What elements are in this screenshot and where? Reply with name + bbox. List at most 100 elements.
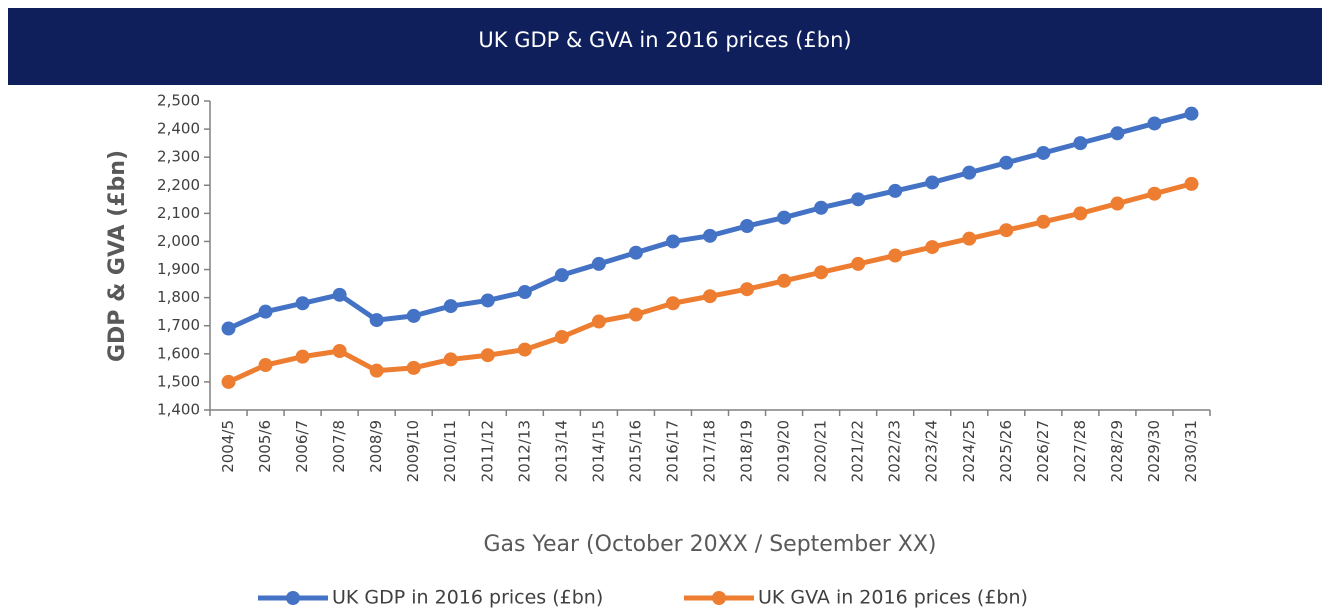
x-tick-label: 2013/14: [552, 420, 570, 482]
y-tick-label: 1,700: [157, 316, 200, 334]
x-tick-label: 2027/28: [1071, 420, 1089, 482]
chart-title: UK GDP & GVA in 2016 prices (£bn): [478, 28, 851, 52]
data-point: [258, 358, 273, 373]
data-point: [554, 268, 569, 283]
data-point: [1147, 116, 1162, 131]
y-tick-label: 1,600: [157, 344, 200, 362]
data-point: [369, 363, 384, 378]
legend-label: UK GVA in 2016 prices (£bn): [758, 587, 1028, 609]
data-point: [777, 273, 792, 288]
y-tick-label: 2,500: [157, 92, 200, 110]
x-tick-label: 2020/21: [812, 420, 830, 482]
x-tick-label: 2012/13: [515, 420, 533, 482]
data-point: [591, 256, 606, 271]
data-point: [740, 219, 755, 234]
x-tick-label: 2015/16: [626, 420, 644, 482]
data-point: [295, 349, 310, 364]
x-tick-label: 2007/8: [330, 420, 348, 473]
legend-label: UK GDP in 2016 prices (£bn): [332, 587, 603, 609]
title-band: [8, 8, 1322, 85]
x-tick-label: 2010/11: [441, 420, 459, 482]
data-point: [925, 175, 940, 190]
x-tick-label: 2019/20: [775, 420, 793, 482]
data-point: [591, 314, 606, 329]
data-point: [406, 308, 421, 323]
data-point: [999, 223, 1014, 238]
data-point: [1036, 145, 1051, 160]
legend-marker: [286, 591, 300, 605]
data-point: [703, 289, 717, 304]
data-point: [740, 282, 755, 297]
x-tick-label: 2021/22: [849, 420, 867, 482]
y-tick-label: 2,100: [157, 204, 200, 222]
x-tick-label: 2016/17: [663, 420, 681, 482]
data-point: [221, 321, 236, 336]
y-tick-label: 1,900: [157, 260, 200, 278]
data-point: [888, 248, 903, 263]
data-point: [814, 265, 829, 280]
data-point: [369, 313, 384, 328]
data-point: [628, 245, 643, 260]
data-point: [1036, 214, 1051, 229]
data-point: [665, 234, 680, 249]
y-axis-label: GDP & GVA (£bn): [105, 150, 130, 362]
legend-marker: [712, 591, 726, 605]
data-point: [1073, 136, 1088, 151]
data-point: [332, 287, 347, 302]
y-tick-label: 1,500: [157, 372, 200, 390]
data-point: [628, 307, 643, 322]
data-point: [517, 342, 532, 357]
data-point: [221, 374, 236, 389]
y-tick-label: 1,800: [157, 288, 200, 306]
x-tick-label: 2014/15: [589, 420, 607, 482]
data-point: [851, 256, 866, 271]
data-point: [1147, 186, 1162, 201]
x-tick-label: 2029/30: [1145, 420, 1163, 482]
data-point: [999, 155, 1014, 170]
y-tick-label: 2,300: [157, 148, 200, 166]
x-tick-label: 2009/10: [404, 420, 422, 482]
x-tick-label: 2023/24: [923, 420, 941, 482]
data-point: [1184, 176, 1199, 191]
data-point: [1110, 196, 1125, 211]
data-point: [962, 165, 977, 180]
data-point: [258, 304, 273, 319]
data-point: [814, 200, 829, 215]
series-line: [227, 181, 1193, 385]
data-point: [665, 296, 680, 311]
x-tick-label: 2006/7: [293, 420, 311, 473]
data-point: [480, 348, 495, 363]
data-point: [1184, 106, 1199, 121]
data-point: [888, 183, 903, 198]
x-axis-label: Gas Year (October 20XX / September XX): [483, 532, 936, 557]
x-tick-label: 2028/29: [1108, 420, 1126, 482]
data-point: [554, 329, 569, 344]
data-point: [703, 228, 717, 243]
data-point: [777, 210, 792, 225]
data-point: [295, 296, 310, 311]
y-tick-label: 2,200: [157, 176, 200, 194]
data-point: [925, 240, 940, 255]
data-point: [1073, 206, 1088, 221]
x-tick-label: 2018/19: [738, 420, 756, 482]
data-point: [406, 360, 421, 375]
x-tick-label: 2011/12: [478, 420, 496, 482]
data-point: [332, 344, 347, 359]
y-tick-label: 2,000: [157, 232, 200, 250]
data-point: [1110, 126, 1125, 141]
data-point: [517, 285, 532, 300]
y-tick-label: 2,400: [157, 120, 200, 138]
y-tick-label: 1,400: [157, 401, 200, 419]
x-tick-label: 2008/9: [367, 420, 385, 473]
x-tick-label: 2004/5: [219, 420, 237, 473]
x-tick-label: 2005/6: [256, 420, 274, 473]
x-tick-label: 2026/27: [1034, 420, 1052, 482]
x-tick-label: 2022/23: [886, 420, 904, 482]
x-tick-label: 2030/31: [1182, 420, 1200, 482]
x-tick-label: 2017/18: [701, 420, 719, 482]
x-tick-label: 2024/25: [960, 420, 978, 482]
data-point: [443, 352, 458, 367]
x-tick-label: 2025/26: [997, 420, 1015, 482]
data-point: [851, 192, 866, 207]
